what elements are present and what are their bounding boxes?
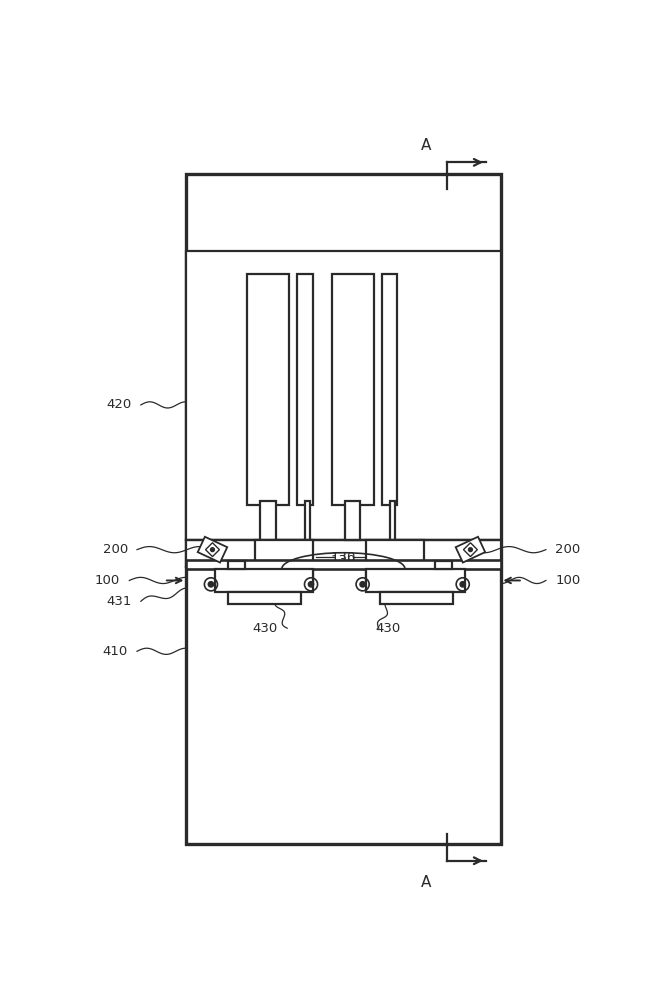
Text: A: A [421,875,431,890]
Bar [186,540,501,567]
Bar [255,540,313,582]
Circle shape [210,548,214,552]
Bar [332,274,374,505]
Bar [366,540,424,582]
Circle shape [308,582,314,587]
Bar [215,569,314,592]
Circle shape [468,548,472,552]
Bar [366,569,465,592]
Polygon shape [464,543,477,557]
Text: 200: 200 [103,543,128,556]
Circle shape [360,582,365,587]
Text: 100: 100 [95,574,120,587]
Text: 431: 431 [107,595,131,608]
Bar [435,561,452,569]
Circle shape [208,582,214,587]
Bar [305,501,310,540]
Polygon shape [456,537,485,563]
Text: A: A [421,138,431,153]
Polygon shape [198,537,227,563]
Text: 410: 410 [103,645,128,658]
Bar [247,274,289,505]
Bar [228,592,301,604]
Bar [228,561,245,569]
Bar [380,592,453,604]
Circle shape [460,582,466,587]
Bar [260,501,275,540]
Bar [297,274,313,505]
Bar [186,174,501,844]
Text: 420: 420 [107,398,131,411]
Bar [389,501,395,540]
Polygon shape [206,543,219,557]
Bar [186,251,501,540]
Text: 200: 200 [555,543,580,556]
Text: 430: 430 [375,622,401,635]
Bar [382,274,397,505]
Text: 130: 130 [331,554,356,567]
Text: 100: 100 [555,574,580,587]
Bar [345,501,360,540]
Text: 130: 130 [331,551,356,564]
Bar [186,560,501,569]
Text: 430: 430 [253,622,278,635]
